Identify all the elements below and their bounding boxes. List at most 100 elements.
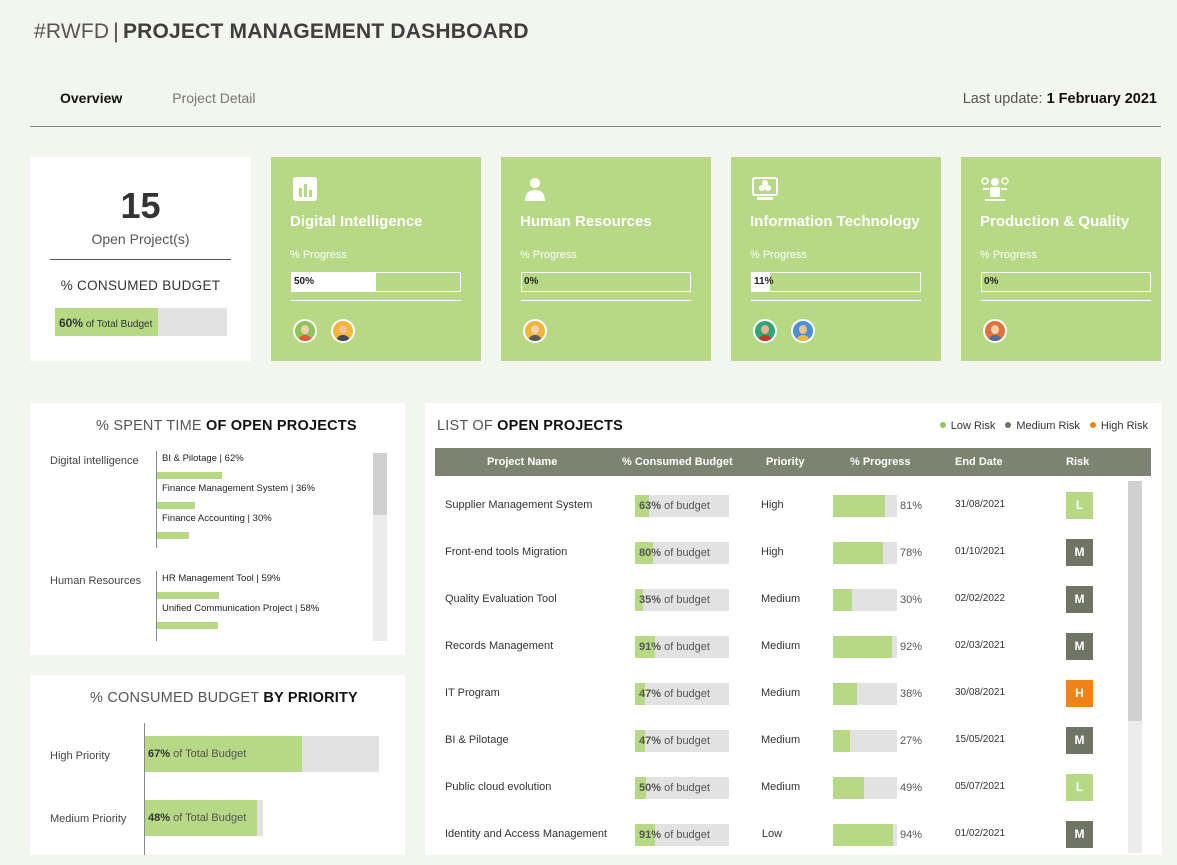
spent-time-bar[interactable] — [157, 592, 219, 599]
col-priority[interactable]: Priority — [766, 456, 805, 468]
progress-value: 49% — [900, 782, 923, 794]
risk-badge[interactable]: L — [1066, 774, 1093, 801]
progress-value: 11% — [754, 276, 774, 287]
progress-bar: 50% — [291, 272, 461, 292]
col-progress[interactable]: % Progress — [850, 456, 911, 468]
table-row[interactable]: Identity and Access Management 91% of bud… — [435, 810, 1125, 857]
group-label: Digital intelligence — [50, 455, 139, 467]
risk-badge[interactable]: M — [1066, 633, 1093, 660]
dept-card-information-technology[interactable]: Information Technology % Progress 11% — [731, 157, 941, 361]
spent-time-bar[interactable] — [157, 622, 218, 629]
risk-legend: Low Risk Medium Risk High Risk — [939, 420, 1148, 432]
team-avatars — [293, 319, 355, 343]
table-row[interactable]: Public cloud evolution 50% of budget Mediu… — [435, 763, 1125, 810]
scrollbar-thumb[interactable] — [373, 453, 387, 515]
legend-item: Medium Risk — [1005, 420, 1080, 432]
project-name[interactable]: Quality Evaluation Tool — [445, 593, 557, 605]
project-name[interactable]: IT Program — [445, 687, 500, 699]
project-list-title-bold: OPEN PROJECTS — [497, 418, 624, 434]
consumed-budget-bar: 47% of budget — [635, 730, 729, 752]
tab-project-detail[interactable]: Project Detail — [172, 90, 256, 106]
chart-axis — [156, 571, 157, 641]
risk-badge[interactable]: M — [1066, 586, 1093, 613]
open-projects-count: 15 — [120, 185, 161, 226]
dept-card-production-quality[interactable]: Production & Quality % Progress 0% — [961, 157, 1161, 361]
consumed-budget-suffix: of budget — [664, 500, 710, 512]
legend-item: Low Risk — [939, 420, 995, 432]
priority-suffix: of Total Budget — [173, 748, 247, 760]
progress-bar — [833, 824, 897, 846]
priority-suffix: of Total Budget — [173, 812, 247, 824]
consumed-budget-bar: 91% of budget — [635, 636, 729, 658]
last-update: Last update: 1 February 2021 — [963, 91, 1157, 107]
risk-badge[interactable]: M — [1066, 821, 1093, 848]
team-avatars — [523, 319, 547, 343]
risk-badge[interactable]: M — [1066, 727, 1093, 754]
project-name[interactable]: Records Management — [445, 640, 554, 652]
progress-label: % Progress — [290, 249, 347, 261]
priority-bar: 67% of Total Budget — [145, 736, 379, 772]
table-row[interactable]: IT Program 47% of budget Medium 38% 30/08/20… — [435, 669, 1125, 716]
risk-badge[interactable]: L — [1066, 492, 1093, 519]
dept-name: Production & Quality — [980, 213, 1130, 230]
avatar[interactable] — [293, 319, 317, 343]
project-name[interactable]: Front-end tools Migration — [445, 546, 568, 558]
tab-overview[interactable]: Overview — [60, 90, 123, 106]
consumed-budget-bar: 80% of budget — [635, 542, 729, 564]
presenter-icon — [981, 177, 1009, 201]
consumed-budget-suffix: of budget — [664, 829, 710, 841]
budget-priority-title-light: % CONSUMED BUDGET — [90, 690, 264, 706]
avatar[interactable] — [523, 319, 547, 343]
budget-priority-card: % CONSUMED BUDGET BY PRIORITY High Prior… — [30, 675, 405, 855]
table-row[interactable]: Supplier Management System 63% of budget H… — [435, 481, 1125, 528]
project-list-card: LIST OF OPEN PROJECTS Low Risk Medium Ris… — [425, 403, 1162, 855]
col-project-name[interactable]: Project Name — [487, 456, 558, 468]
table-row[interactable]: Front-end tools Migration 80% of budget Hi… — [435, 528, 1125, 575]
project-name[interactable]: Identity and Access Management — [445, 828, 608, 840]
col-end-date[interactable]: End Date — [955, 456, 1003, 468]
progress-fill — [833, 542, 883, 564]
spent-time-bar[interactable] — [157, 472, 222, 479]
table-row[interactable]: BI & Pilotage 47% of budget Medium 27% 15/05… — [435, 716, 1125, 763]
progress-value: 38% — [900, 688, 923, 700]
consumed-budget-text: 60% of Total Budget — [59, 316, 152, 330]
spent-time-item-label: BI & Pilotage | 62% — [162, 453, 244, 464]
risk-badge[interactable]: M — [1066, 539, 1093, 566]
scrollbar[interactable] — [1128, 481, 1142, 853]
consumed-budget-value: 47% — [639, 735, 662, 747]
end-date: 01/02/2021 — [955, 828, 1006, 839]
dept-divider — [751, 300, 921, 301]
consumed-budget-text: 47% of budget — [639, 688, 710, 700]
scrollbar[interactable] — [373, 453, 387, 641]
priority-value: 67% — [148, 748, 171, 760]
spent-time-title-bold: OF OPEN PROJECTS — [206, 418, 357, 434]
dept-card-digital-intelligence[interactable]: Digital Intelligence % Progress 50% — [271, 157, 481, 361]
spent-time-bar[interactable] — [157, 532, 189, 539]
avatar[interactable] — [331, 319, 355, 343]
spent-time-bar[interactable] — [157, 502, 195, 509]
avatar[interactable] — [753, 319, 777, 343]
project-name[interactable]: Supplier Management System — [445, 499, 593, 511]
consumed-budget-suffix: of Total Budget — [85, 319, 153, 330]
col-risk[interactable]: Risk — [1066, 456, 1090, 468]
consumed-budget-suffix: of budget — [664, 735, 710, 747]
progress-bar — [833, 495, 897, 517]
avatar[interactable] — [791, 319, 815, 343]
progress-bar: 0% — [521, 272, 691, 292]
scrollbar-thumb[interactable] — [1128, 481, 1142, 721]
project-name[interactable]: BI & Pilotage — [445, 734, 509, 746]
risk-badge[interactable]: H — [1066, 680, 1093, 707]
project-name[interactable]: Public cloud evolution — [445, 781, 552, 793]
chart-axis — [156, 451, 157, 548]
spent-time-title: % SPENT TIME OF OPEN PROJECTS — [96, 418, 357, 434]
priority-label: High Priority — [50, 750, 110, 762]
col-consumed-budget[interactable]: % Consumed Budget — [622, 456, 733, 468]
table-row[interactable]: Records Management 91% of budget Medium 92%… — [435, 622, 1125, 669]
priority-fill — [145, 800, 257, 836]
consumed-budget-text: 91% of budget — [639, 641, 710, 653]
dept-card-human-resources[interactable]: Human Resources % Progress 0% — [501, 157, 711, 361]
avatar[interactable] — [983, 319, 1007, 343]
priority-value: Medium — [761, 781, 801, 793]
consumed-budget-value: 47% — [639, 688, 662, 700]
table-row[interactable]: Quality Evaluation Tool 35% of budget Medi… — [435, 575, 1125, 622]
